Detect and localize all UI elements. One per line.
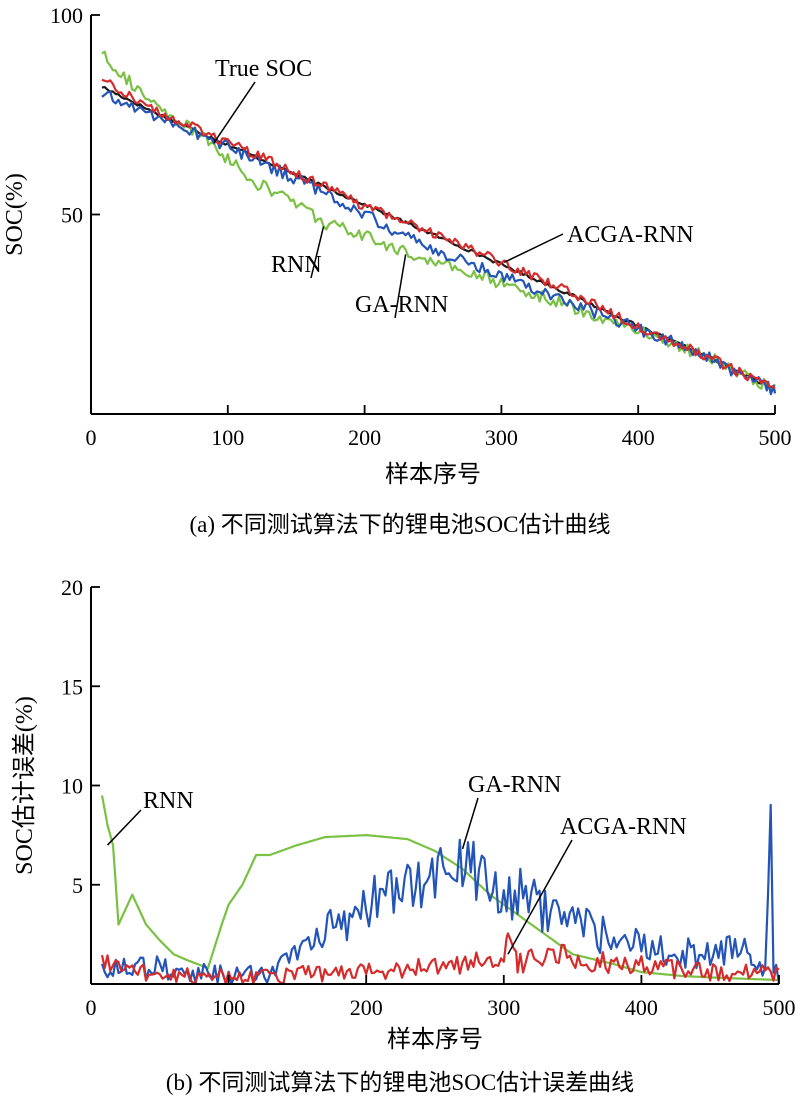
- x-tick-label: 500: [763, 995, 796, 1020]
- x-tick-label: 300: [485, 425, 518, 450]
- figure-caption: (b) 不同测试算法下的锂电池SOC估计误差曲线: [166, 1070, 634, 1095]
- annotation-label: ACGA-RNN: [560, 814, 687, 840]
- y-tick-label: 100: [50, 3, 83, 28]
- annotation-leader: [106, 809, 142, 846]
- figure-caption: (a) 不同测试算法下的锂电池SOC估计曲线: [189, 512, 610, 537]
- panel-b-soc-error: 0 100 200 300 400 500 5 10 15 20 样本序号 SOC估计误差(%) RNN…: [11, 575, 796, 1095]
- series-line-acga-rnn: [101, 78, 776, 390]
- series-line-rnn: [101, 50, 776, 391]
- annotation-label: RNN: [143, 788, 194, 814]
- y-axis-label: SOC(%): [2, 173, 28, 256]
- x-axis-label: 样本序号: [387, 1026, 483, 1053]
- x-axis-label: 样本序号: [385, 461, 481, 488]
- x-tick-label: 500: [759, 425, 792, 450]
- annotation-leader: [213, 81, 256, 144]
- y-tick-label: 10: [61, 774, 83, 799]
- annotation-label: ACGA-RNN: [567, 222, 694, 248]
- x-tick-label: 0: [86, 995, 97, 1020]
- series-line-acga-rnn: [100, 932, 780, 985]
- y-tick-label: 5: [72, 873, 83, 898]
- annotation-label: GA-RNN: [355, 292, 448, 318]
- x-tick-label: 100: [211, 425, 244, 450]
- annotation-leader: [394, 254, 407, 319]
- annotation-leader: [461, 797, 479, 850]
- x-tick-label: 0: [86, 425, 97, 450]
- x-tick-label: 200: [350, 995, 383, 1020]
- x-tick-label: 400: [622, 425, 655, 450]
- annotation-label: GA-RNN: [468, 772, 561, 798]
- x-tick-label: 300: [487, 995, 520, 1020]
- series-line-ga-rnn: [100, 803, 781, 985]
- annotation-label: RNN: [271, 252, 322, 278]
- annotation-label: True SOC: [215, 56, 312, 82]
- annotation-leader: [310, 226, 325, 279]
- x-tick-label: 100: [212, 995, 245, 1020]
- panel-a-soc-estimation: 0 100 200 300 400 500 50 100 样本序号 SOC(%) True SOC R…: [2, 3, 792, 537]
- y-tick-label: 50: [61, 203, 83, 228]
- y-tick-label: 15: [61, 674, 83, 699]
- annotation-leader: [503, 233, 564, 264]
- y-axis-label: SOC估计误差(%): [11, 696, 38, 875]
- y-tick-label: 20: [61, 575, 83, 600]
- annotation-leader: [507, 839, 573, 955]
- x-tick-label: 400: [625, 995, 658, 1020]
- x-tick-label: 200: [348, 425, 381, 450]
